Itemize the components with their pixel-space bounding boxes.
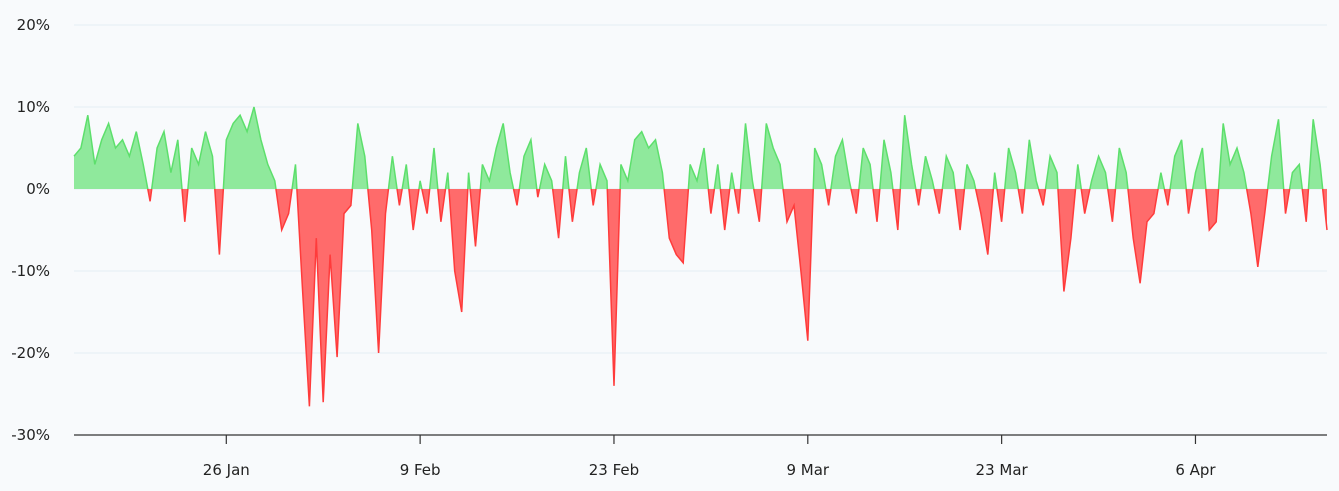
y-tick-label: 0%	[26, 180, 50, 198]
y-tick-label: 10%	[17, 98, 50, 116]
negative-line	[147, 189, 1328, 407]
y-axis: 20% 10% 0% -10% -20% -30%	[11, 16, 50, 444]
series	[73, 106, 1328, 407]
negative-area-fill	[74, 189, 1327, 407]
x-tick-label: 26 Jan	[203, 461, 250, 479]
y-tick-label: -30%	[11, 426, 50, 444]
y-tick-label: -20%	[11, 344, 50, 362]
x-tick-label: 9 Feb	[400, 461, 441, 479]
negative-area	[74, 189, 1328, 407]
y-tick-label: 20%	[17, 16, 50, 34]
x-axis: 26 Jan 9 Feb 23 Feb 9 Mar 23 Mar 6 Apr	[74, 434, 1327, 479]
x-tick-label: 23 Mar	[976, 461, 1029, 479]
x-tick-label: 6 Apr	[1175, 461, 1216, 479]
positive-line	[73, 106, 1324, 189]
y-tick-label: -10%	[11, 262, 50, 280]
x-tick-label: 9 Mar	[786, 461, 829, 479]
positive-area	[73, 106, 1327, 189]
x-tick-label: 23 Feb	[589, 461, 639, 479]
